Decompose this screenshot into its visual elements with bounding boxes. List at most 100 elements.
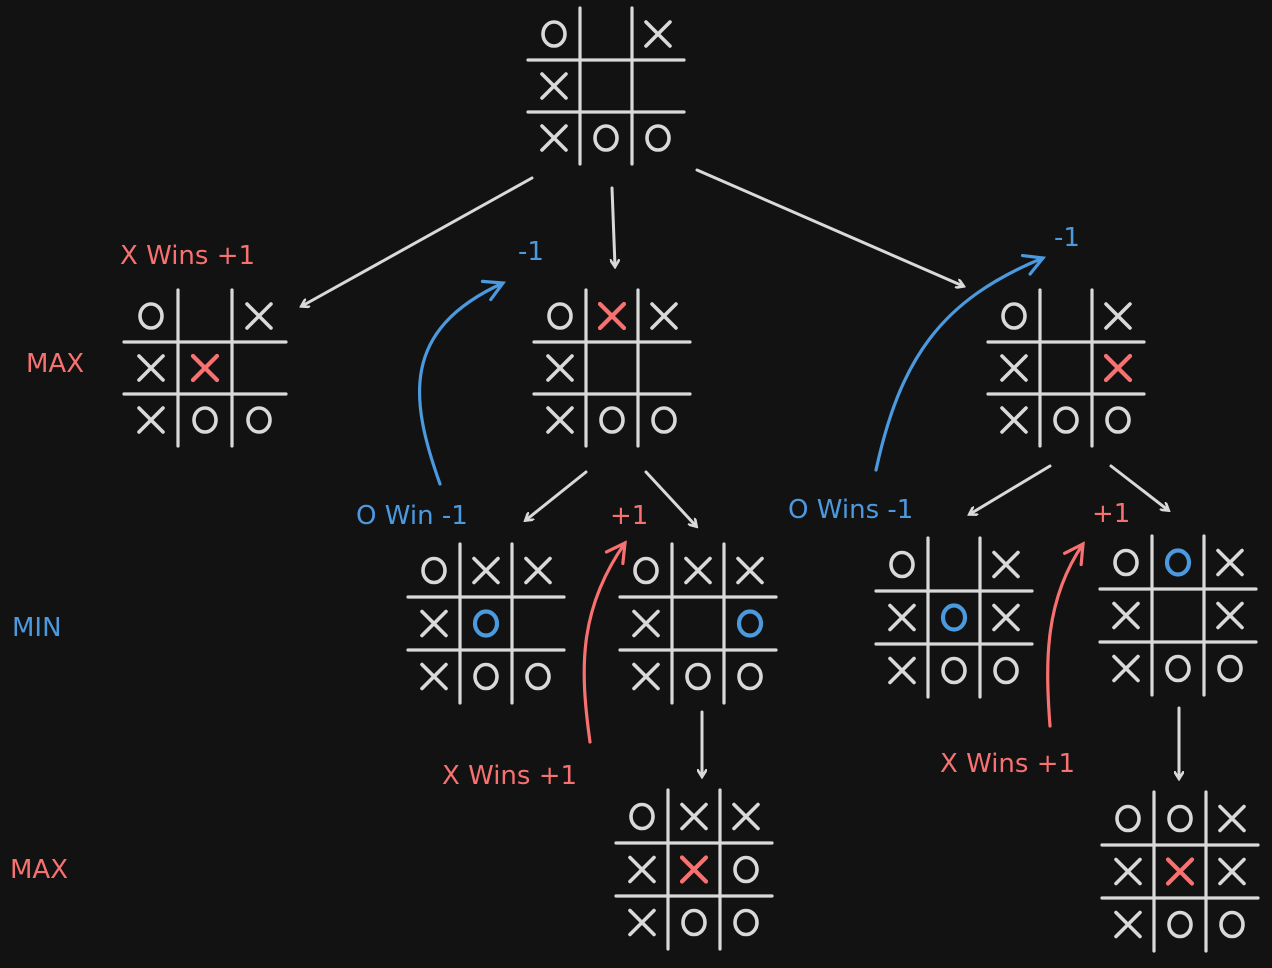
board-mid-left xyxy=(406,542,566,705)
o-mark xyxy=(421,556,447,585)
x-mark xyxy=(644,20,672,48)
x-mark xyxy=(546,406,574,434)
o-mark xyxy=(737,662,763,691)
edge-right-rightleft xyxy=(970,464,1052,514)
o-mark xyxy=(1164,548,1192,577)
x-mark xyxy=(680,802,708,831)
right-right-child-result: X Wins +1 xyxy=(940,749,1075,779)
x-mark xyxy=(1103,353,1133,383)
x-mark xyxy=(650,302,678,330)
x-mark xyxy=(1104,302,1132,330)
o-mark xyxy=(940,603,968,632)
o-mark xyxy=(472,609,500,638)
tree-edges xyxy=(302,168,1179,778)
edge-mid-midleft xyxy=(526,470,588,520)
level-max-2: MAX xyxy=(10,855,68,885)
x-mark xyxy=(540,72,568,100)
o-mark xyxy=(1001,302,1027,330)
x-mark xyxy=(628,908,656,937)
right-right-score: +1 xyxy=(1092,499,1130,529)
backprop-arrows xyxy=(418,253,1085,744)
x-mark xyxy=(632,662,660,691)
o-mark xyxy=(681,908,707,937)
x-mark xyxy=(888,603,916,632)
x-mark xyxy=(632,609,660,638)
result-labels: X Wins +1 -1 -1 O Win -1 +1 O Wins -1 +1… xyxy=(120,223,1130,791)
board-right xyxy=(986,288,1146,448)
o-mark xyxy=(993,656,1019,685)
edge-root-left xyxy=(302,176,534,306)
o-mark xyxy=(633,556,659,585)
x-mark xyxy=(245,302,273,330)
x-mark xyxy=(684,556,712,585)
board-mid-right-child xyxy=(614,788,774,951)
x-mark xyxy=(1112,601,1140,630)
x-mark xyxy=(1000,354,1028,382)
board-right-right xyxy=(1098,534,1258,697)
o-mark xyxy=(645,124,671,152)
backprop-arrow-midright xyxy=(582,540,627,744)
boards xyxy=(122,6,1260,953)
o-mark xyxy=(736,609,764,638)
o-mark xyxy=(1217,654,1243,683)
x-mark xyxy=(1114,910,1142,939)
x-mark xyxy=(597,301,627,331)
x-mark xyxy=(420,662,448,691)
level-labels: MAX MIN MAX xyxy=(10,349,84,885)
x-mark xyxy=(524,556,552,585)
x-mark xyxy=(137,406,165,434)
x-mark xyxy=(736,556,764,585)
level-max-1: MAX xyxy=(26,349,84,379)
x-mark xyxy=(546,354,574,382)
x-mark xyxy=(1216,601,1244,630)
x-mark xyxy=(1218,804,1246,833)
o-mark xyxy=(547,302,573,330)
x-mark xyxy=(732,802,760,831)
o-mark xyxy=(138,302,164,330)
mid-right-score: +1 xyxy=(610,501,648,531)
x-mark xyxy=(992,550,1020,579)
o-mark xyxy=(525,662,551,691)
board-mid xyxy=(532,288,692,448)
board-left xyxy=(122,288,288,448)
left-result: X Wins +1 xyxy=(120,241,255,271)
x-mark xyxy=(137,354,165,382)
o-mark xyxy=(599,406,625,434)
board-right-left xyxy=(874,536,1034,699)
x-mark xyxy=(472,556,500,585)
level-min: MIN xyxy=(12,613,62,643)
x-mark xyxy=(1165,857,1195,886)
o-mark xyxy=(246,406,272,434)
o-mark xyxy=(629,802,655,831)
right-score: -1 xyxy=(1054,223,1080,253)
mid-score: -1 xyxy=(518,237,544,267)
x-mark xyxy=(679,855,709,884)
o-mark xyxy=(1167,804,1193,833)
o-mark xyxy=(1113,548,1139,577)
x-mark xyxy=(540,124,568,152)
x-mark xyxy=(992,603,1020,632)
o-mark xyxy=(1219,910,1245,939)
board-right-right-child xyxy=(1100,790,1260,953)
x-mark xyxy=(420,609,448,638)
board-mid-right xyxy=(618,542,778,705)
o-mark xyxy=(1115,804,1141,833)
backprop-arrow-right xyxy=(874,253,1047,472)
o-mark xyxy=(593,124,619,152)
right-left-result: O Wins -1 xyxy=(788,495,913,525)
board-root xyxy=(526,6,686,166)
x-mark xyxy=(1000,406,1028,434)
backprop-arrow-rightright xyxy=(1046,541,1085,728)
x-mark xyxy=(1114,857,1142,886)
mid-right-child-result: X Wins +1 xyxy=(442,761,577,791)
o-mark xyxy=(733,855,759,884)
o-mark xyxy=(192,406,218,434)
o-mark xyxy=(941,656,967,685)
x-mark xyxy=(1112,654,1140,683)
o-mark xyxy=(1167,910,1193,939)
o-mark xyxy=(889,550,915,579)
edge-right-rightright xyxy=(1109,464,1168,510)
backprop-arrow-mid xyxy=(418,279,506,486)
